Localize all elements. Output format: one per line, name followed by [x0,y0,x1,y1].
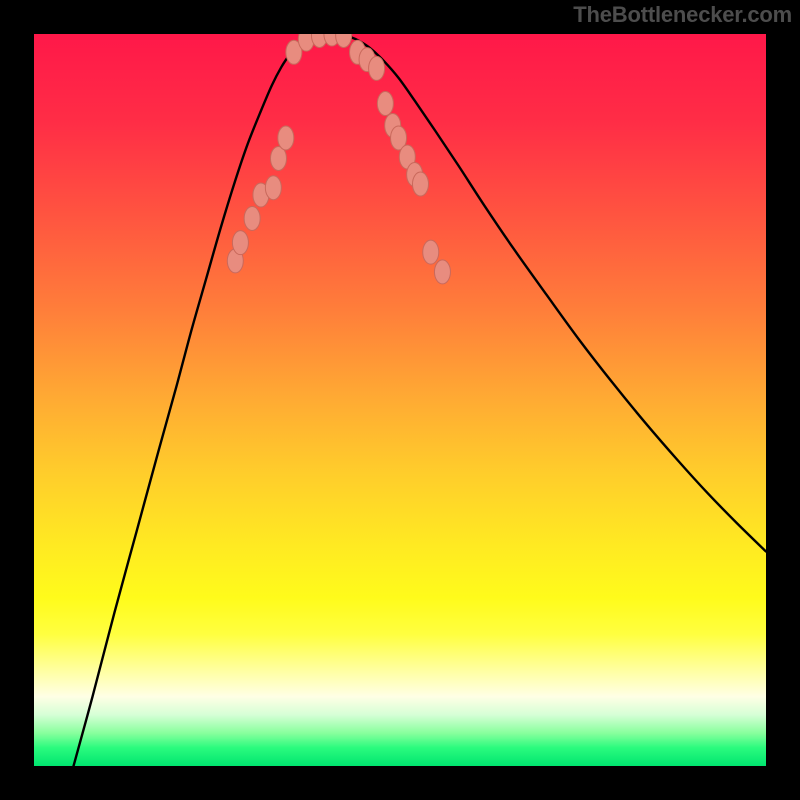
curve-marker [423,240,439,264]
curve-marker [413,172,429,196]
curve-marker [369,56,385,80]
curve-marker [244,206,260,230]
curve-marker [278,126,294,150]
watermark-text: TheBottlenecker.com [573,2,792,28]
curve-marker [265,176,281,200]
chart-container: TheBottlenecker.com [0,0,800,800]
curve-marker [377,92,393,116]
curve-marker [434,260,450,284]
plot-area [34,34,766,766]
bottleneck-curve-chart [34,34,766,766]
curve-marker [232,231,248,255]
